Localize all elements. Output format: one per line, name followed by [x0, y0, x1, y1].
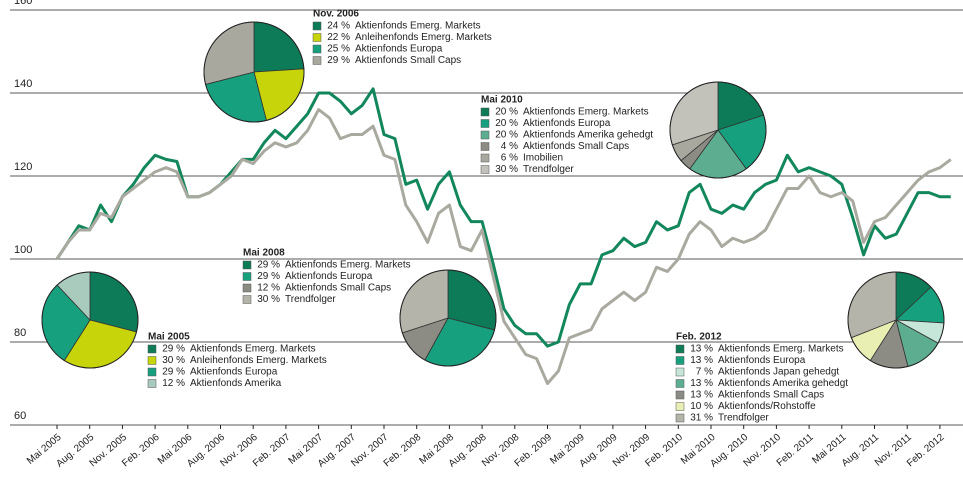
y-tick-label: 160	[14, 0, 32, 7]
legend-value: 29 %	[257, 271, 280, 282]
pie-outline	[203, 21, 305, 123]
legend-swatch	[480, 142, 490, 151]
legend-title: Mai 2005	[148, 332, 190, 343]
legend-label: Aktienfonds Amerika gehedgt	[523, 130, 653, 141]
y-tick-label: 60	[14, 410, 26, 422]
legend-value: 7 %	[696, 367, 713, 378]
legend-swatch	[312, 44, 322, 54]
legend-value: 22 %	[327, 32, 350, 43]
legend-swatch	[675, 344, 685, 354]
legend-label: Aktienfonds Small Caps	[355, 55, 461, 66]
legend-swatch	[480, 165, 490, 174]
legend-label: Aktienfonds Emerg. Markets	[523, 107, 649, 118]
legend-value: 13 %	[690, 355, 713, 366]
legend-swatch	[312, 21, 322, 31]
legend-swatch	[312, 56, 322, 65]
legend-value: 6 %	[501, 153, 518, 164]
legend-value: 30 %	[162, 355, 185, 366]
legend-value: 31 %	[690, 413, 713, 424]
legend-swatch	[242, 295, 252, 304]
legend-swatch	[480, 153, 490, 163]
legend-value: 30 %	[257, 294, 280, 305]
legend-swatch	[147, 367, 157, 377]
legend-label: Aktienfonds Europa	[190, 367, 278, 378]
pie-outline	[669, 81, 767, 179]
legend-label: Aktienfonds Emerg. Markets	[285, 260, 411, 271]
legend-label: Aktienfonds Emerg. Markets	[190, 344, 316, 355]
legend-value: 20 %	[495, 130, 518, 141]
legend-label: Aktienfonds Small Caps	[523, 141, 629, 152]
legend-swatch	[480, 130, 490, 140]
legend-value: 13 %	[690, 390, 713, 401]
legend-label: Aktienfonds Japan gehedgt	[718, 367, 839, 378]
legend-value: 29 %	[162, 367, 185, 378]
legend-label: Aktienfonds Europa	[718, 355, 806, 366]
legend-swatch	[480, 107, 490, 117]
pie-outline	[41, 271, 139, 369]
legend-label: Aktienfonds Small Caps	[718, 390, 824, 401]
legend-value: 13 %	[690, 344, 713, 355]
legend-value: 13 %	[690, 378, 713, 389]
legend-label: Aktienfonds Europa	[523, 118, 611, 129]
legend-value: 20 %	[495, 107, 518, 118]
legend-label: Aktienfonds Europa	[355, 44, 443, 55]
legend-value: 29 %	[257, 260, 280, 271]
y-tick-label: 140	[14, 78, 32, 90]
legend-label: Aktienfonds/Rohstoffe	[718, 401, 816, 412]
legend-swatch	[147, 356, 157, 365]
legend-value: 29 %	[327, 55, 350, 66]
y-tick-label: 120	[14, 161, 32, 173]
legend-swatch	[675, 390, 685, 400]
legend-value: 20 %	[495, 118, 518, 129]
legend-label: Imobilien	[523, 153, 563, 164]
legend-value: 25 %	[327, 44, 350, 55]
legend-value: 12 %	[162, 378, 185, 389]
pie-outline	[847, 271, 945, 369]
pie-outline	[399, 269, 497, 367]
legend-value: 4 %	[501, 141, 518, 152]
legend-value: 12 %	[257, 283, 280, 294]
legend-swatch	[675, 379, 685, 388]
legend-swatch	[242, 260, 252, 270]
legend-label: Trendfolger	[523, 164, 574, 175]
legend-swatch	[675, 367, 685, 377]
legend-value: 24 %	[327, 21, 350, 32]
legend-title: Mai 2008	[243, 248, 285, 259]
y-tick-label: 100	[14, 244, 32, 256]
legend-swatch	[480, 119, 490, 128]
legend-swatch	[242, 283, 252, 293]
legend-title: Nov. 2006	[313, 9, 359, 20]
legend-label: Aktienfonds Emerg. Markets	[355, 21, 481, 32]
pie-slice	[253, 21, 305, 73]
legend-swatch	[242, 272, 252, 281]
legend-label: Aktienfonds Emerg. Markets	[718, 344, 844, 355]
legend-value: 30 %	[495, 164, 518, 175]
legend-value: 10 %	[690, 401, 713, 412]
legend-label: Aktienfonds Europa	[285, 271, 373, 282]
legend-value: 29 %	[162, 344, 185, 355]
legend-swatch	[147, 379, 157, 388]
legend-swatch	[147, 344, 157, 354]
legend-title: Feb. 2012	[676, 332, 722, 343]
legend-label: Trendfolger	[285, 294, 336, 305]
legend-label: Aktienfonds Amerika gehedgt	[718, 378, 848, 389]
legend-title: Mai 2010	[481, 95, 523, 106]
legend-label: Aktienfonds Amerika	[190, 378, 282, 389]
legend-swatch	[675, 356, 685, 365]
legend-swatch	[312, 33, 322, 42]
legend-label: Aktienfonds Small Caps	[285, 283, 391, 294]
x-tick-label: Feb. 2011	[775, 432, 816, 469]
legend-label: Anleihenfonds Emerg. Markets	[355, 32, 492, 43]
series-line	[55, 108, 952, 385]
legend-swatch	[675, 402, 685, 411]
legend-label: Trendfolger	[718, 413, 769, 424]
legend-label: Anleihenfonds Emerg. Markets	[190, 355, 327, 366]
legend-swatch	[675, 413, 685, 423]
y-tick-label: 80	[14, 327, 26, 339]
